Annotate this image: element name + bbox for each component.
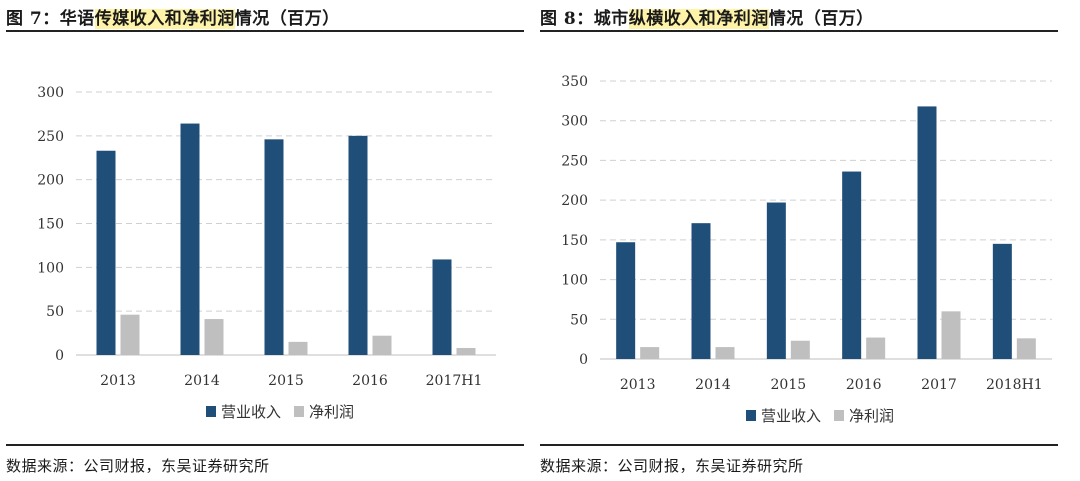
x-tick-label: 2015 (771, 377, 807, 393)
bar-net-profit (941, 311, 961, 359)
bar-net-profit (866, 337, 886, 359)
y-tick-label: 200 (561, 193, 588, 209)
legend-swatch (834, 410, 844, 421)
x-tick-label: 2014 (184, 373, 220, 389)
source-note: 数据来源：公司财报，东吴证券研究所 (6, 457, 270, 475)
legend-swatch (294, 406, 304, 417)
legend-swatch (746, 410, 756, 421)
y-tick-label: 50 (46, 304, 64, 320)
x-tick-label: 2013 (620, 377, 656, 393)
x-tick-label: 2018H1 (986, 377, 1043, 393)
bar-revenue (842, 171, 862, 359)
bar-chart-huayu: 0 50 100 150 200 250 300 2013 2014 2015 2016 2017H1… (37, 85, 496, 421)
source-note: 数据来源：公司财报，东吴证券研究所 (540, 457, 804, 475)
figure-title: 图 8：城市纵横收入和净利润情况（百万） (540, 9, 874, 29)
x-tick-label: 2017 (921, 377, 957, 393)
y-tick-label: 300 (37, 85, 64, 101)
bar-revenue (432, 259, 452, 355)
bar-revenue (766, 202, 786, 359)
bar-net-profit (1016, 338, 1036, 359)
legend-label: 营业收入 (761, 407, 821, 425)
legend-label: 营业收入 (221, 403, 281, 421)
bar-revenue (691, 223, 711, 359)
bar-revenue (616, 242, 636, 359)
legend-label: 净利润 (849, 407, 894, 425)
x-tick-label: 2016 (352, 373, 388, 389)
bar-net-profit (456, 347, 476, 355)
bar-net-profit (288, 341, 308, 355)
x-tick-label: 2014 (695, 377, 731, 393)
bar-revenue (992, 243, 1012, 359)
title-rule (540, 30, 1058, 32)
y-tick-label: 350 (561, 74, 588, 90)
y-tick-label: 250 (561, 153, 588, 169)
x-tick-label: 2017H1 (426, 373, 483, 389)
bar-net-profit (715, 347, 735, 359)
legend-swatch (206, 406, 216, 417)
bar-net-profit (790, 340, 810, 359)
y-tick-label: 50 (570, 312, 588, 328)
bar-revenue (917, 106, 937, 359)
bar-net-profit (120, 314, 140, 355)
title-highlight: 传媒收入和净利润 (94, 9, 235, 29)
bar-revenue (180, 123, 200, 355)
figure-title: 图 7：华语传媒收入和净利润情况（百万） (6, 9, 340, 29)
bar-revenue (96, 150, 116, 355)
legend-label: 净利润 (309, 403, 354, 421)
x-tick-label: 2015 (268, 373, 304, 389)
bar-net-profit (640, 347, 660, 359)
bar-net-profit (204, 319, 224, 355)
bar-revenue (264, 139, 284, 355)
source-rule (540, 444, 1058, 446)
y-tick-label: 0 (55, 348, 64, 364)
bar-net-profit (372, 335, 392, 355)
bar-chart-chengshi: 0 50 100 150 200 250 300 350 2013 2014 2015 2016 201… (561, 74, 1052, 425)
bar-revenue (348, 135, 368, 355)
y-tick-label: 150 (561, 233, 588, 249)
y-tick-label: 100 (37, 260, 64, 276)
y-tick-label: 300 (561, 114, 588, 130)
title-highlight: 纵横收入和净利润 (628, 9, 769, 29)
x-tick-label: 2013 (100, 373, 136, 389)
chart-panel-chengshi: 图 8：城市纵横收入和净利润情况（百万） 0 50 100 150 200 250 300 3… (540, 0, 1058, 481)
y-tick-label: 0 (579, 352, 588, 368)
chart-panel-huayu: 图 7：华语传媒收入和净利润情况（百万） 0 50 100 150 200 250 300 2… (6, 0, 524, 481)
y-tick-label: 250 (37, 129, 64, 145)
y-tick-label: 200 (37, 173, 64, 189)
x-tick-label: 2016 (846, 377, 882, 393)
y-tick-label: 150 (37, 217, 64, 233)
title-rule (6, 30, 524, 32)
source-rule (6, 444, 524, 446)
y-tick-label: 100 (561, 273, 588, 289)
